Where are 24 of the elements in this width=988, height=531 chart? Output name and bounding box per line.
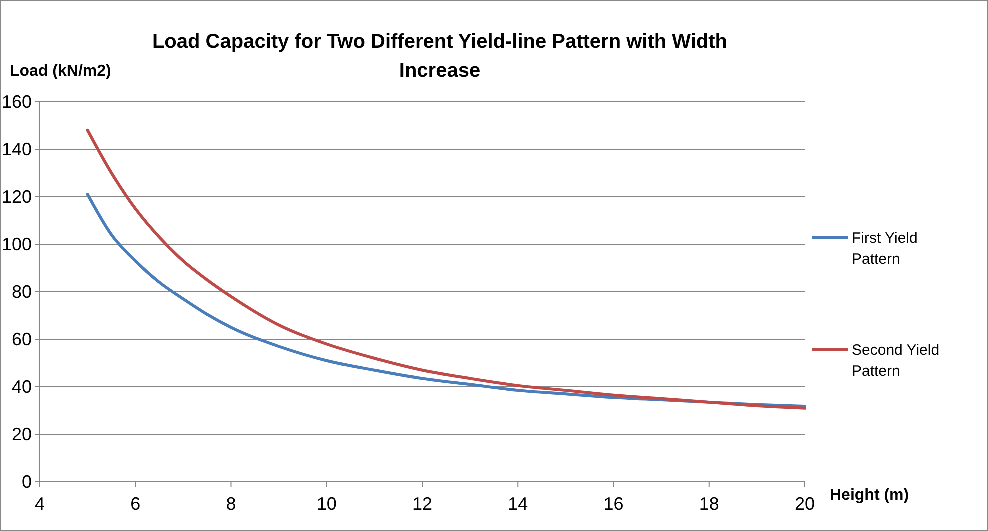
y-tick-label: 140 — [2, 139, 32, 160]
chart-title: Load Capacity for Two Different Yield-line Pattern with Width Increase — [152, 31, 728, 82]
x-tick-label: 12 — [412, 494, 433, 514]
y-tick-label: 100 — [2, 234, 32, 254]
y-axis-title: Load (kN/m2) — [10, 63, 112, 80]
x-tick-label: 8 — [226, 494, 236, 514]
y-tick-label: 160 — [2, 92, 32, 112]
x-tick-label: 18 — [699, 494, 720, 514]
y-tick-label: 20 — [12, 424, 32, 444]
x-tick-label: 14 — [508, 494, 528, 514]
x-tick-label: 4 — [34, 494, 46, 514]
x-axis-title: Height (m) — [830, 487, 910, 504]
y-tick-label: 80 — [12, 282, 32, 302]
legend-label: Second Yield Pattern — [852, 342, 940, 380]
x-tick-label: 10 — [316, 494, 337, 514]
y-tick-label: 60 — [12, 329, 32, 350]
y-tick-label: 40 — [12, 376, 32, 397]
y-tick-label: 120 — [2, 186, 32, 207]
y-tick-label: 0 — [22, 472, 32, 492]
legend-label: First Yield Pattern — [852, 230, 918, 268]
x-tick-label: 6 — [130, 494, 141, 514]
line-series — [86, 129, 806, 410]
x-tick-label: 20 — [794, 494, 816, 514]
x-tick-label: 16 — [604, 494, 624, 514]
